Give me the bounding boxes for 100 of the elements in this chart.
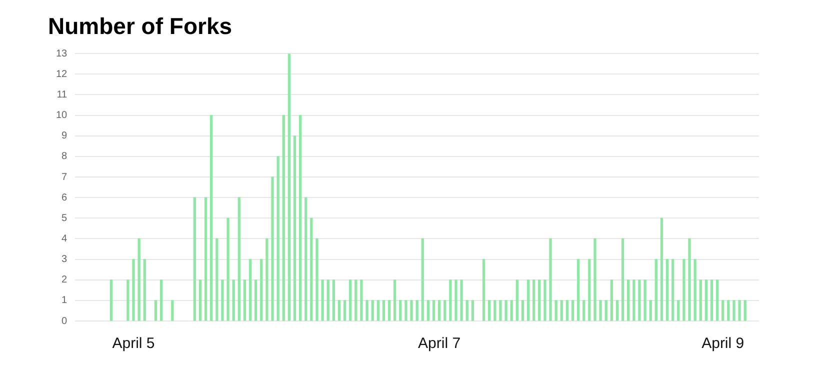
bar <box>654 258 658 321</box>
bar <box>332 280 335 321</box>
bar <box>544 280 546 321</box>
bar <box>727 300 730 321</box>
bar <box>260 258 263 321</box>
bar <box>132 258 135 321</box>
bar <box>594 238 596 321</box>
y-tick-label: 2 <box>62 274 68 286</box>
bar <box>554 300 558 321</box>
bar <box>694 258 696 321</box>
bar <box>738 300 741 321</box>
bar <box>682 258 686 321</box>
bar <box>704 280 708 321</box>
bar <box>560 300 563 321</box>
bar <box>143 258 146 321</box>
bar <box>471 300 474 321</box>
bar <box>266 238 268 321</box>
y-tick-label: 5 <box>62 212 68 224</box>
y-tick-label: 10 <box>56 110 68 122</box>
bar <box>638 280 641 321</box>
bar <box>671 258 674 321</box>
bar <box>210 114 213 321</box>
bar <box>432 300 436 321</box>
bar <box>282 114 285 321</box>
bar <box>499 300 502 321</box>
bar <box>388 300 391 321</box>
bar <box>288 54 291 321</box>
bar <box>532 280 536 321</box>
bar <box>466 300 468 321</box>
y-tick-label: 4 <box>62 233 68 244</box>
bar <box>649 300 652 321</box>
chart-title: Number of Forks <box>48 13 232 40</box>
bar <box>354 280 358 321</box>
bar <box>371 300 374 321</box>
bar <box>171 300 174 321</box>
bar <box>566 300 569 321</box>
bar <box>677 300 680 321</box>
bar <box>293 136 296 321</box>
bar <box>444 300 446 321</box>
y-tick-label: 3 <box>62 254 68 266</box>
bar <box>632 280 636 321</box>
bar <box>232 280 235 321</box>
bar <box>454 280 458 321</box>
y-tick-label: 11 <box>56 89 68 100</box>
bar <box>488 300 491 321</box>
bar <box>343 300 346 321</box>
bar <box>271 176 274 321</box>
bar <box>660 218 664 321</box>
bar <box>732 300 736 321</box>
y-tick-label: 7 <box>62 172 68 183</box>
bar <box>460 280 463 321</box>
bar <box>238 197 240 321</box>
bar <box>438 300 441 321</box>
bar <box>138 238 140 321</box>
bar <box>399 300 402 321</box>
bar <box>226 218 230 321</box>
bar <box>688 238 691 321</box>
bar <box>604 300 608 321</box>
bar <box>516 280 518 321</box>
bar <box>571 300 574 321</box>
y-tick-label: 1 <box>62 295 68 306</box>
y-tick-label: 13 <box>56 48 68 60</box>
y-tick-label: 6 <box>62 192 68 204</box>
bar <box>416 300 418 321</box>
bar <box>549 238 552 321</box>
bar <box>421 238 424 321</box>
y-tick-label: 0 <box>62 316 68 327</box>
bar <box>710 280 714 321</box>
y-tick-label: 9 <box>62 130 68 142</box>
bar <box>198 280 202 321</box>
bar <box>310 218 313 321</box>
bar <box>521 300 524 321</box>
bar <box>616 300 619 321</box>
x-tick-label: April 5 <box>112 335 155 352</box>
bar <box>504 300 508 321</box>
bar <box>298 114 302 321</box>
y-tick-label: 12 <box>56 68 68 80</box>
bar <box>366 300 368 321</box>
bar <box>316 238 318 321</box>
x-tick-label: April 9 <box>702 335 744 352</box>
bar <box>304 197 308 321</box>
bar <box>449 280 452 321</box>
bar <box>248 258 252 321</box>
bar <box>426 300 430 321</box>
y-tick-label: 8 <box>62 151 68 162</box>
bar <box>722 300 724 321</box>
bar <box>510 300 513 321</box>
bar <box>326 280 330 321</box>
bar <box>338 300 341 321</box>
bar <box>644 280 646 321</box>
bar <box>699 280 702 321</box>
bar <box>126 280 130 321</box>
bar <box>666 258 669 321</box>
bar <box>716 280 719 321</box>
bar <box>276 156 280 321</box>
bar <box>349 280 352 321</box>
bar <box>193 197 196 321</box>
bar <box>610 280 613 321</box>
bar <box>582 300 586 321</box>
bar <box>410 300 413 321</box>
